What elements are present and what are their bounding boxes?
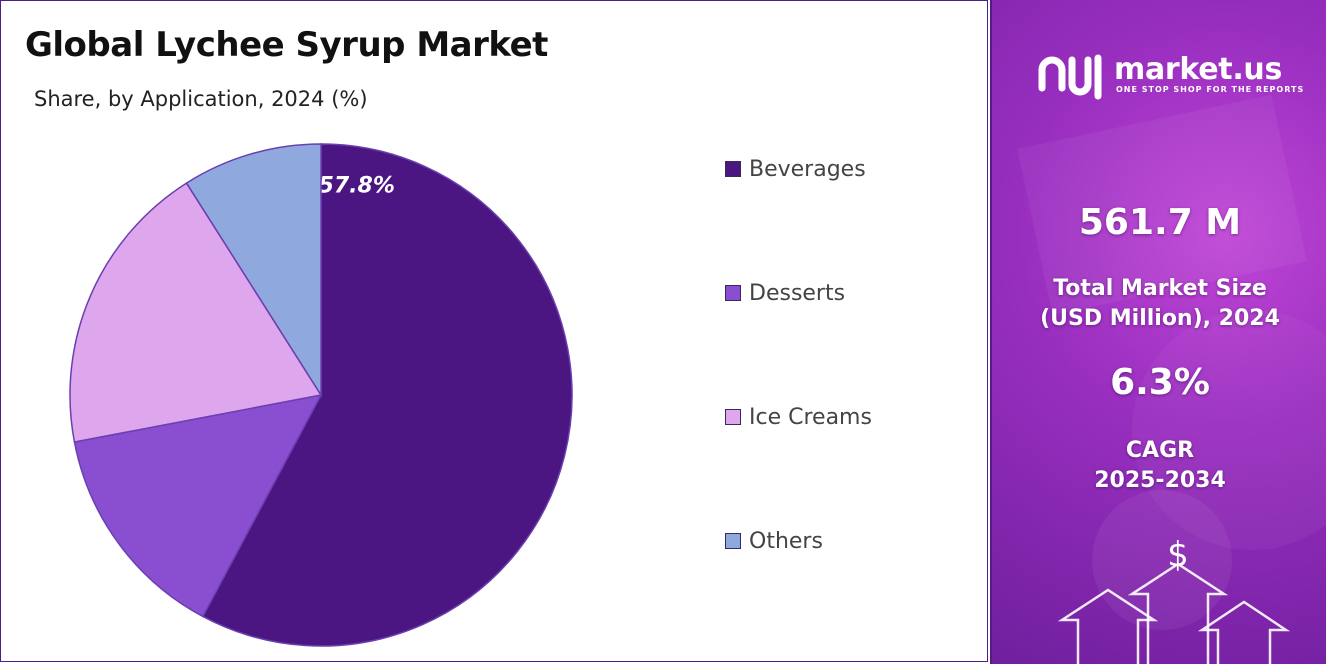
cagr-label: CAGR 2025-2034	[992, 436, 1326, 496]
cagr-label-line1: CAGR	[1125, 438, 1195, 463]
growth-arrows-icon: $	[1057, 535, 1291, 664]
legend-item-desserts: Desserts	[725, 279, 845, 307]
brand-name: market.us	[1114, 52, 1283, 87]
legend-label-beverages: Beverages	[749, 156, 866, 182]
data-label-beverages: 57.8%	[319, 173, 395, 198]
legend-swatch-desserts	[725, 285, 741, 301]
legend-swatch-beverages	[725, 161, 741, 177]
side-panel: market.us ONE STOP SHOP FOR THE REPORTS …	[990, 0, 1326, 664]
background-decoration	[1017, 94, 1326, 630]
market-size-label-line1: Total Market Size	[1053, 276, 1267, 301]
legend-swatch-ice-creams	[725, 409, 741, 425]
pie-slice-desserts	[73, 393, 323, 618]
cagr-value: 6.3%	[1110, 362, 1210, 403]
brand-logo: market.us ONE STOP SHOP FOR THE REPORTS	[1034, 48, 1304, 100]
pie-slice-beverages	[201, 143, 573, 647]
legend-label-others: Others	[749, 528, 823, 554]
pie-slice-others	[185, 143, 322, 398]
pie-chart: 57.8%	[69, 143, 573, 647]
legend-item-others: Others	[725, 527, 823, 555]
cagr-label-line2: 2025-2034	[1094, 468, 1226, 493]
market-size-value: 561.7 M	[1078, 202, 1242, 243]
market-size-label-line2: (USD Million), 2024	[1040, 306, 1280, 331]
chart-subtitle: Share, by Application, 2024 (%)	[34, 87, 368, 111]
legend-swatch-others	[725, 533, 741, 549]
chart-panel: Global Lychee Syrup Market Share, by App…	[0, 0, 988, 662]
legend-item-ice-creams: Ice Creams	[725, 403, 872, 431]
brand-tagline: ONE STOP SHOP FOR THE REPORTS	[1116, 85, 1305, 94]
market-size-label: Total Market Size (USD Million), 2024	[992, 274, 1326, 334]
legend-label-desserts: Desserts	[749, 280, 846, 306]
pie-slice-ice-creams	[69, 182, 323, 443]
legend-item-beverages: Beverages	[725, 155, 866, 183]
chart-title: Global Lychee Syrup Market	[25, 25, 548, 65]
dollar-sign: $	[1167, 535, 1189, 575]
market-us-logo-icon	[1038, 54, 1102, 100]
legend-label-ice-creams: Ice Creams	[749, 404, 872, 430]
